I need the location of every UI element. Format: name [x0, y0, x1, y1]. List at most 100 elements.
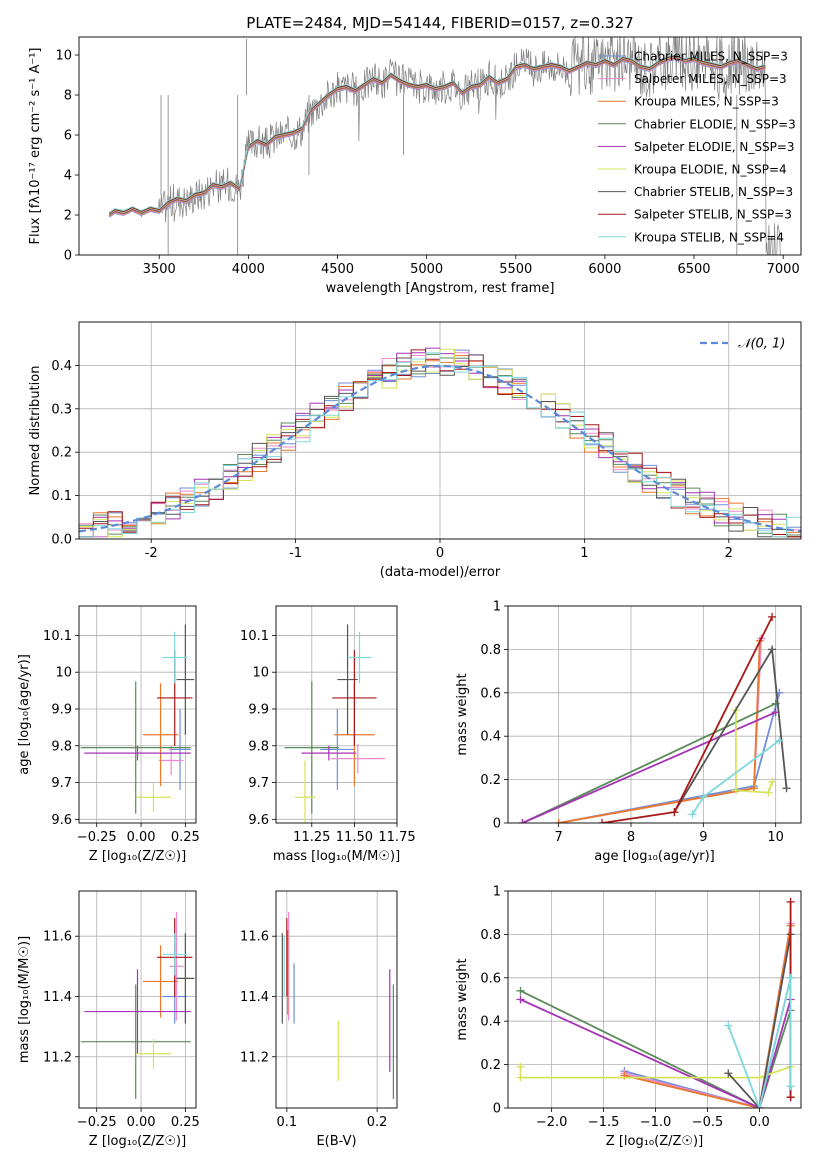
errorbar-point-kroupa_miles	[142, 945, 179, 1018]
axes-frame	[507, 890, 802, 1109]
panel-spectrum: 3500 4000 4500 5000 5500 6000 6500 7000 0 2 4 6 8 10 w…	[28, 36, 802, 296]
series-line-chabrier_elodie	[522, 702, 777, 823]
x-axis-label: wavelength [Angstrom, rest frame]	[326, 281, 555, 296]
y-tick-label: 0.2	[480, 773, 501, 788]
model-line-salpeter_elodie	[109, 56, 766, 216]
spectrum-data-line	[108, 37, 781, 255]
x-tick-label: 0.00	[127, 1115, 156, 1130]
x-tick-label: 0.25	[171, 1115, 200, 1130]
y-tick-label: 0.2	[51, 446, 72, 461]
plot-area	[79, 891, 196, 1108]
series-marker-kroupa_elodie	[755, 1073, 764, 1082]
errorbar-point-kroupa_miles	[142, 683, 179, 787]
y-axis-label: Flux [fλ10⁻¹⁷ erg cm⁻² s⁻¹ A⁻¹]	[28, 48, 43, 245]
panel-age_vs_z: −0.25 0.00 0.25 9.6 9.7 9.8 9.9 10 10.1 Z [log₁₀(…	[17, 605, 200, 864]
series-marker-salpeter_stelib	[786, 897, 795, 906]
plot-area	[108, 37, 781, 255]
x-tick-label: -1	[289, 546, 302, 561]
series-line-kroupa_elodie	[519, 1065, 791, 1079]
x-axis-label: (data-model)/error	[380, 565, 501, 580]
x-tick-label: 2	[725, 546, 733, 561]
x-tick-label: 11.50	[336, 830, 373, 845]
y-tick-label: 9.9	[248, 702, 269, 717]
x-tick-label: -2	[145, 546, 158, 561]
x-tick-label: 4500	[321, 262, 354, 277]
x-tick-label: 3500	[143, 262, 176, 277]
model-line-chabrier_stelib	[109, 55, 766, 215]
panel-mass_vs_z: −0.25 0.00 0.25 11.2 11.4 11.6 Z [log₁₀(Z/Z☉)]…	[17, 890, 200, 1149]
series-line-salpeter_miles	[558, 638, 763, 823]
legend-label: Salpeter ELODIE, N_SSP=3	[634, 140, 795, 154]
model-line-kroupa_miles	[109, 57, 766, 217]
errorbar-point-kroupa_elodie	[294, 760, 316, 823]
x-axis-label: Z [log₁₀(Z/Z☉)]	[89, 849, 186, 864]
errorbar-point-salpeter_stelib	[332, 650, 377, 746]
series-marker-kroupa_stelib	[724, 1021, 733, 1030]
x-tick-label: 5000	[410, 262, 443, 277]
errorbar-point-chabrier_elodie	[80, 681, 191, 814]
series-marker-salpeter_stelib	[598, 819, 607, 823]
panel-mass_vs_ebv: 0.1 0.2 11.2 11.4 11.6 E(B-V)	[240, 890, 398, 1149]
y-tick-label: 0	[493, 817, 501, 832]
y-tick-label: 1	[493, 600, 501, 615]
legend-label: Salpeter STELIB, N_SSP=3	[634, 208, 792, 222]
errorbar-point-salpeter_elodie	[84, 745, 191, 761]
x-tick-label: 10	[767, 830, 784, 845]
histogram-kroupa_stelib	[79, 352, 801, 538]
x-tick-label: −0.25	[77, 1115, 117, 1130]
y-tick-label: 0.3	[51, 402, 72, 417]
model-line-salpeter_miles	[109, 58, 766, 218]
errorbar-point-kroupa_elodie	[135, 782, 172, 812]
axes-frame	[78, 605, 197, 824]
y-tick-label: 0.8	[480, 928, 501, 943]
x-tick-label: −0.25	[77, 830, 117, 845]
series-line-salpeter_elodie	[520, 998, 792, 1108]
x-axis-label: age [log₁₀(age/yr)]	[594, 849, 715, 864]
y-tick-label: 10.1	[240, 629, 269, 644]
errorbar-point-salpeter_miles	[330, 743, 386, 774]
y-tick-label: 0.4	[51, 359, 72, 374]
y-tick-label: 0.4	[480, 730, 501, 745]
x-tick-label: 0.1	[276, 1115, 297, 1130]
series-marker-kroupa_stelib	[688, 810, 697, 819]
x-tick-label: 5500	[499, 262, 532, 277]
y-tick-label: 10.1	[43, 629, 72, 644]
x-axis-label: Z [log₁₀(Z/Z☉)]	[606, 1134, 703, 1149]
panel-age_vs_mass: 11.25 11.50 11.75 9.6 9.7 9.8 9.9 10 10.1 mass [l…	[240, 605, 416, 864]
errorbar-point-chabrier_miles	[169, 708, 191, 790]
plot-area	[508, 891, 801, 1108]
x-tick-label: 0.0	[749, 1115, 770, 1130]
errorbar-point-kroupa_elodie	[135, 1038, 172, 1069]
y-tick-label: 0.2	[480, 1058, 501, 1073]
y-tick-label: 2	[64, 209, 72, 224]
series-marker-kroupa_elodie	[731, 786, 740, 795]
model-line-chabrier_miles	[109, 58, 766, 218]
series-marker-salpeter_stelib	[670, 808, 679, 817]
x-axis-label: mass [log₁₀(M/M☉)]	[273, 849, 400, 864]
x-tick-label: 6000	[588, 262, 621, 277]
series-line-salpeter_elodie	[522, 711, 777, 823]
errorbar-point-kroupa_stelib	[347, 631, 372, 684]
series-marker-kroupa_stelib	[786, 1082, 795, 1091]
axes-frame	[507, 605, 802, 824]
errorbar-point-kroupa_stelib	[162, 631, 188, 684]
x-tick-label: 6500	[677, 262, 710, 277]
series-marker-kroupa_elodie	[768, 777, 777, 786]
series-line-kroupa_elodie	[735, 710, 773, 794]
y-tick-label: 11.6	[240, 930, 269, 945]
y-tick-label: 0	[493, 1102, 501, 1117]
model-line-kroupa_stelib	[109, 54, 766, 213]
y-tick-label: 11.2	[240, 1050, 269, 1065]
plot-area	[508, 606, 801, 823]
series-marker-kroupa_elodie	[516, 1073, 525, 1082]
x-tick-label: 7000	[767, 262, 800, 277]
y-tick-label: 0.6	[480, 686, 501, 701]
chart-title: PLATE=2484, MJD=54144, FIBERID=0157, z=0…	[246, 14, 633, 32]
y-tick-label: 9.6	[51, 813, 72, 828]
y-tick-label: 10	[252, 666, 269, 681]
y-tick-label: 4	[64, 169, 72, 184]
x-tick-label: 11.75	[378, 830, 415, 845]
y-axis-label: mass weight	[455, 958, 470, 1040]
x-axis-label: E(B-V)	[316, 1134, 356, 1149]
series-marker-chabrier_stelib	[724, 1069, 733, 1078]
